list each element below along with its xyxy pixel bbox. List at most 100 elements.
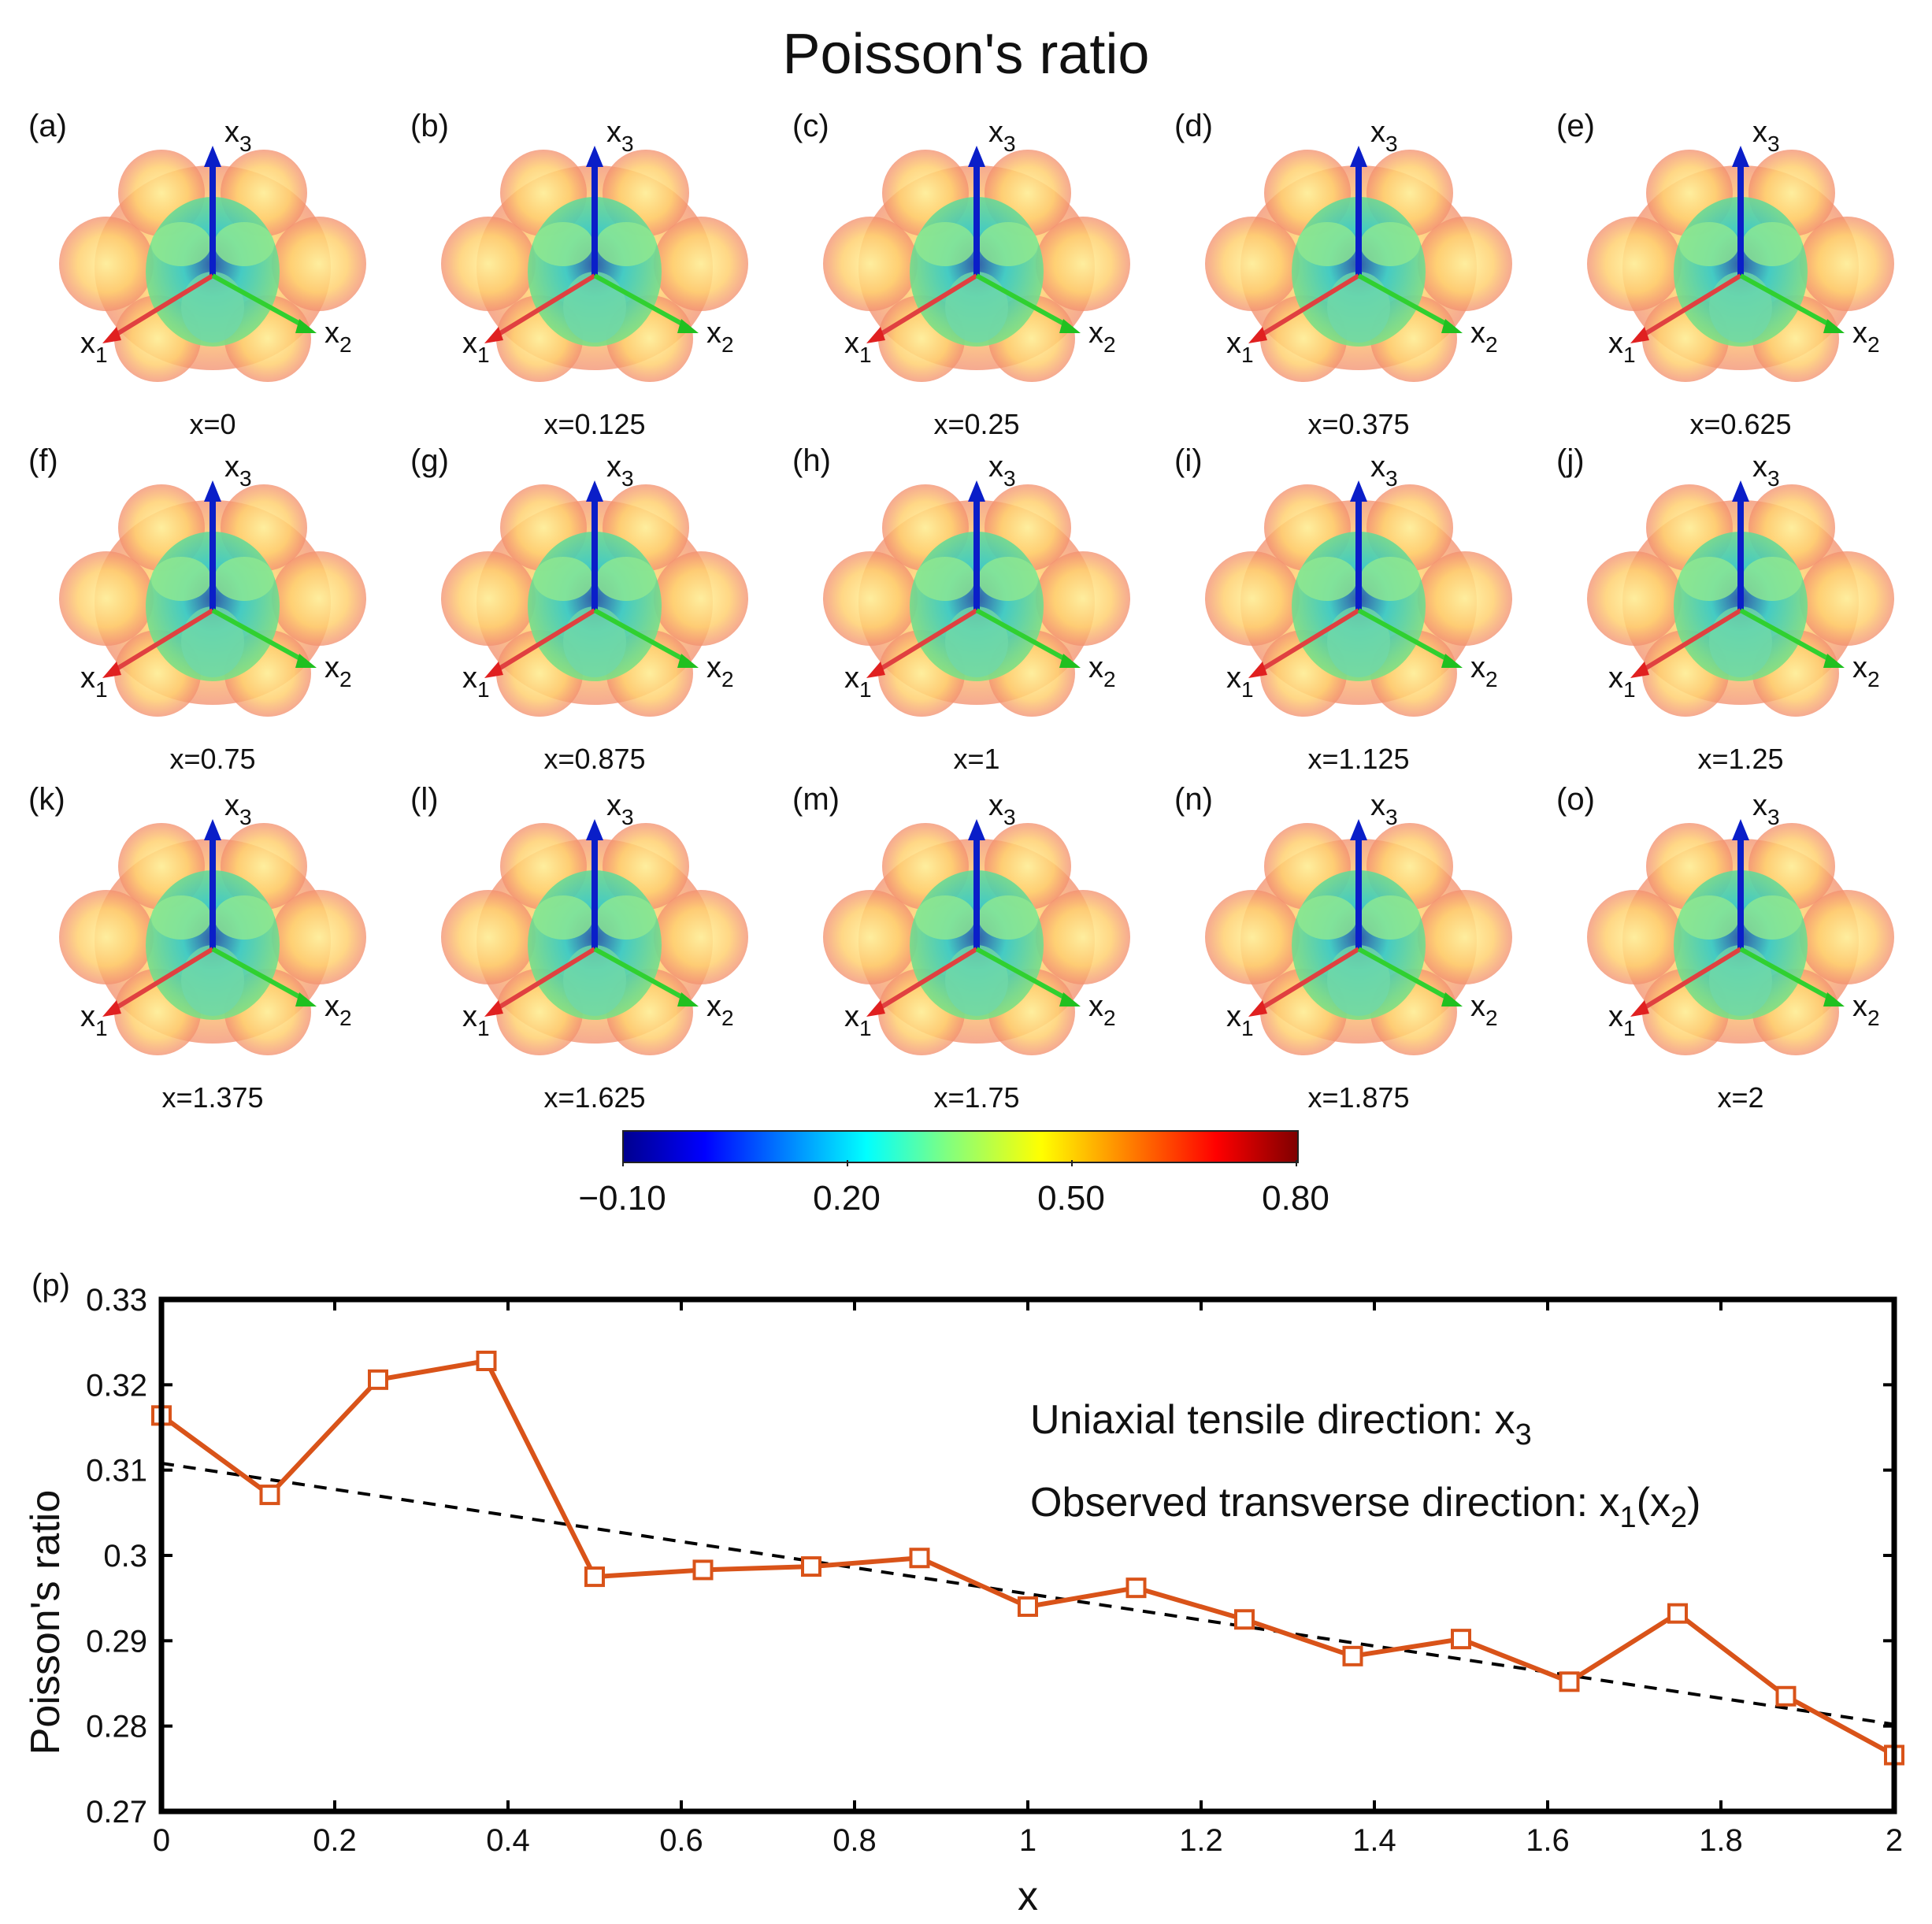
x1-axis-arrow [1638,608,1742,674]
x2-axis-label: x2 [1852,651,1880,691]
x1-axis-label: x1 [1608,1000,1636,1040]
x-tick-label: 1.6 [1526,1823,1570,1858]
x3-axis-label: x3 [988,789,1016,829]
surface-panel: (g) [406,437,784,776]
x2-axis-arrow [975,947,1071,1003]
panel-composition-label: x=0.125 [543,408,646,440]
panel-composition-label: x=2 [1717,1081,1764,1114]
panel-composition-label: x=1 [953,743,1000,775]
poisson-surface-graphic: x3 x1 x2 [1205,450,1512,717]
panel-composition-label: x=1.75 [933,1081,1020,1114]
x1-axis-arrow [1638,273,1742,339]
x2-axis-arrow [211,273,307,329]
poisson-surface-graphic: x3 x1 x2 [59,116,366,382]
panel-composition-label: x=0.25 [933,408,1020,440]
panel-letter: (g) [410,443,449,478]
surface-panel: (o) [1552,776,1930,1114]
x1-axis-label: x1 [844,1000,872,1040]
x2-axis-label: x2 [1088,651,1116,691]
x3-axis-label: x3 [224,789,252,829]
data-point-marker [476,1351,497,1371]
x1-axis-label: x1 [1226,1000,1254,1040]
surface-panel: (b) [406,102,784,441]
x2-axis-label: x2 [706,317,734,357]
x3-axis-label: x3 [988,116,1016,156]
x1-axis-label: x1 [80,327,108,367]
plot-frame [158,1296,1897,1815]
y-tick-label: 0.31 [86,1454,147,1488]
x3-axis-label: x3 [224,116,252,156]
surface-panel: (n) [1170,776,1548,1114]
panel-composition-label: x=1.125 [1307,743,1410,775]
x1-axis-label: x1 [80,662,108,702]
panel-letter: (a) [28,109,67,143]
x2-axis-arrow [593,608,689,664]
panel-letter: (i) [1174,443,1203,478]
x2-axis-arrow [1357,273,1453,329]
x1-axis-arrow [110,947,214,1013]
x-tick-label: 0.2 [313,1823,357,1858]
inner-surface [528,197,662,347]
x2-axis-label: x2 [1088,317,1116,357]
panel-composition-label: x=0 [189,408,236,440]
surface-panel: (j) [1552,437,1930,776]
x2-axis-arrow [1739,273,1835,329]
panel-letter: (b) [410,109,449,143]
data-point-marker [1451,1629,1471,1650]
x2-axis-label: x2 [1470,651,1498,691]
x-tick-label: 0.6 [659,1823,703,1858]
y-tick-label: 0.28 [86,1710,147,1744]
colorbar-gradient [622,1130,1299,1163]
colorbar-tick-label: −0.10 [578,1179,666,1218]
y-tick-label: 0.32 [86,1368,147,1403]
surface-panel: (c) [788,102,1166,441]
outer-lobes [441,150,748,382]
data-point-marker [1775,1685,1797,1707]
colorbar-tick-label: 0.50 [1037,1179,1105,1218]
poisson-surface-graphic: x3 x1 x2 [1587,116,1894,382]
panel-letter: (c) [792,109,829,143]
x2-axis-label: x2 [324,990,352,1030]
outer-lobes [1205,823,1512,1055]
x1-axis-label: x1 [462,662,490,702]
x2-axis-label: x2 [324,651,352,691]
poisson-surface-graphic: x3 x1 x2 [1205,116,1512,382]
colorbar-tick [1071,1160,1073,1166]
x-tick-label: 0.4 [486,1823,530,1858]
x1-axis-label: x1 [462,327,490,367]
x2-axis-label: x2 [324,317,352,357]
x2-axis-label: x2 [1470,990,1498,1030]
data-point-marker [368,1369,388,1390]
panel-composition-label: x=1.375 [161,1081,264,1114]
colorbar-tick [622,1160,624,1166]
x2-axis-arrow [1357,947,1453,1003]
surface-panel: (f) [24,437,402,776]
x2-axis-label: x2 [706,651,734,691]
poisson-surface-graphic: x3 x1 x2 [1205,789,1512,1055]
y-tick-label: 0.3 [103,1539,147,1574]
annotation-transverse: Observed transverse direction: x1(x2) [1030,1480,1700,1534]
x-tick-label: 0.8 [833,1823,877,1858]
x2-axis-arrow [1739,608,1835,664]
x1-axis-arrow [492,947,596,1013]
surface-panel: (k) [24,776,402,1114]
chart-panel-label: (p) [32,1268,70,1303]
x3-axis-label: x3 [606,116,634,156]
colorbar: −0.10 0.20 0.50 0.80 [578,1130,1329,1248]
x1-axis-label: x1 [462,1000,490,1040]
data-point-marker [1234,1609,1255,1630]
x3-axis-label: x3 [1370,450,1398,491]
x-tick-label: 1.2 [1179,1823,1223,1858]
x2-axis-label: x2 [1470,317,1498,357]
x1-axis-arrow [874,947,978,1013]
panel-composition-label: x=0.375 [1307,408,1410,440]
data-point-marker [584,1566,605,1588]
data-point-marker [1018,1596,1038,1617]
poisson-surface-graphic: x3 x1 x2 [59,450,366,717]
colorbar-tick-label: 0.80 [1262,1179,1329,1218]
panel-composition-label: x=1.875 [1307,1081,1410,1114]
x2-axis-arrow [593,947,689,1003]
x-tick-label: 1.8 [1699,1823,1743,1858]
poisson-surface-graphic: x3 x1 x2 [441,116,748,382]
